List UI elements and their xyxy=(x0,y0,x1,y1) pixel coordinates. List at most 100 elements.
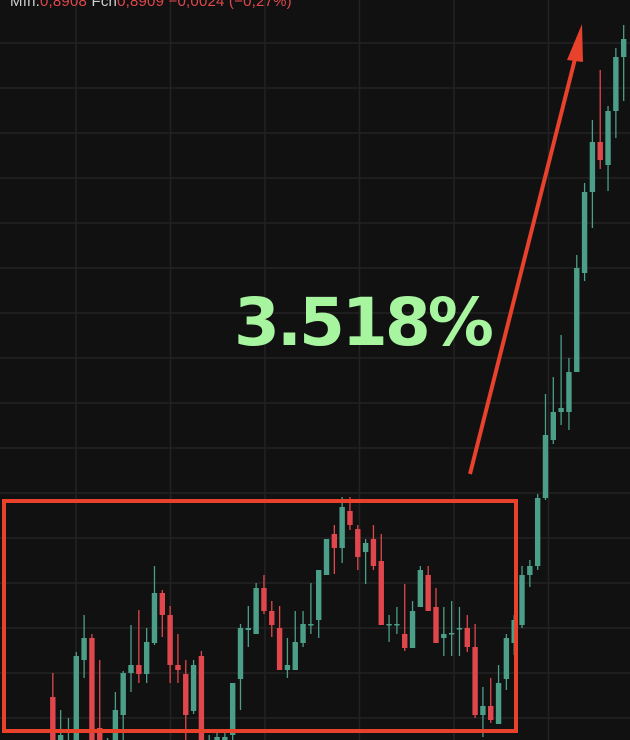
candle-up xyxy=(448,601,455,656)
candle-up xyxy=(222,732,228,740)
candle-body xyxy=(417,570,424,607)
consolidation-range-box xyxy=(2,499,518,733)
candle-body xyxy=(253,588,259,634)
candle-body xyxy=(292,642,298,670)
candle-down xyxy=(464,615,470,652)
candle-body xyxy=(214,737,220,740)
candle-up xyxy=(316,570,322,638)
candle-body xyxy=(159,593,165,615)
candle-down xyxy=(97,660,103,740)
candle-body xyxy=(347,511,353,525)
candle-down xyxy=(331,525,338,574)
candle-up xyxy=(620,25,627,101)
candle-body xyxy=(480,706,486,715)
candle-up xyxy=(441,607,447,656)
candle-up xyxy=(480,687,486,737)
candle-up xyxy=(495,665,502,724)
candle-up xyxy=(245,606,252,647)
candle-down xyxy=(378,534,384,625)
candle-body xyxy=(112,710,119,740)
up-trend-arrow xyxy=(468,24,583,475)
candle-up xyxy=(503,634,510,690)
candle-body xyxy=(81,638,87,660)
candle-down xyxy=(370,525,377,570)
candle-up xyxy=(339,497,345,563)
candle-body xyxy=(433,607,439,643)
candle-up xyxy=(394,607,400,634)
candle-down xyxy=(89,634,95,740)
candle-down xyxy=(175,634,181,683)
candle-up xyxy=(550,377,556,444)
candle-body xyxy=(143,642,150,674)
candle-body xyxy=(339,507,345,548)
candle-body xyxy=(190,665,197,711)
candle-up xyxy=(558,335,564,425)
candle-body xyxy=(355,529,361,557)
candle-up xyxy=(300,611,306,647)
candle-body xyxy=(488,706,494,720)
candle-up xyxy=(589,120,596,228)
candle-body xyxy=(151,593,158,643)
candle-body xyxy=(394,624,400,626)
candle-up xyxy=(151,566,158,645)
candle-body xyxy=(362,543,369,552)
candle-down xyxy=(425,566,431,611)
candle-body xyxy=(550,412,556,440)
candle-up xyxy=(409,601,416,648)
candle-down xyxy=(276,606,283,670)
candle-up xyxy=(527,560,533,587)
candle-down xyxy=(269,601,275,637)
candle-body xyxy=(97,728,103,740)
candle-up xyxy=(362,539,369,584)
candle-up xyxy=(208,735,210,740)
candle-body xyxy=(237,628,244,679)
candle-down xyxy=(355,525,361,570)
candle-body xyxy=(57,735,64,740)
candle-up xyxy=(534,494,541,570)
candle-body xyxy=(425,575,431,611)
candle-down xyxy=(433,588,439,643)
candle-body xyxy=(589,142,596,192)
candle-body xyxy=(605,111,611,165)
candle-up xyxy=(253,583,259,634)
close-label: Fch xyxy=(91,0,118,10)
candle-up xyxy=(81,615,87,678)
candle-body xyxy=(456,628,463,630)
candle-body xyxy=(222,737,228,740)
candle-up xyxy=(190,660,197,714)
candle-body xyxy=(441,634,447,638)
candle-body xyxy=(464,628,470,647)
candle-body xyxy=(472,647,478,715)
percent-gain-label: 3.518% xyxy=(234,284,494,361)
candle-body xyxy=(448,633,455,635)
candle-up xyxy=(386,615,392,642)
candle-up xyxy=(542,394,549,500)
candle-body xyxy=(620,39,627,57)
candle-body xyxy=(120,673,126,715)
candle-body xyxy=(323,539,330,575)
candle-body xyxy=(495,683,502,724)
arrow-shaft xyxy=(468,54,578,475)
candle-body xyxy=(527,566,533,575)
candle-body xyxy=(128,665,134,673)
candle-body xyxy=(308,624,314,626)
candle-up xyxy=(566,358,572,430)
candle-body xyxy=(167,615,173,665)
candle-body xyxy=(175,665,181,670)
candle-down xyxy=(472,624,478,718)
candle-up xyxy=(143,628,150,683)
candle-up xyxy=(613,48,619,138)
candle-body xyxy=(269,611,275,625)
candle-body xyxy=(73,656,79,740)
candle-up xyxy=(284,638,291,678)
low-value: 0,8908 xyxy=(39,0,88,10)
candle-body xyxy=(613,57,619,111)
candle-up xyxy=(128,625,134,692)
candle-body xyxy=(331,534,338,548)
candle-up xyxy=(417,566,424,607)
candle-body xyxy=(386,624,392,626)
candle-up xyxy=(120,671,126,740)
candle-down xyxy=(488,678,494,723)
